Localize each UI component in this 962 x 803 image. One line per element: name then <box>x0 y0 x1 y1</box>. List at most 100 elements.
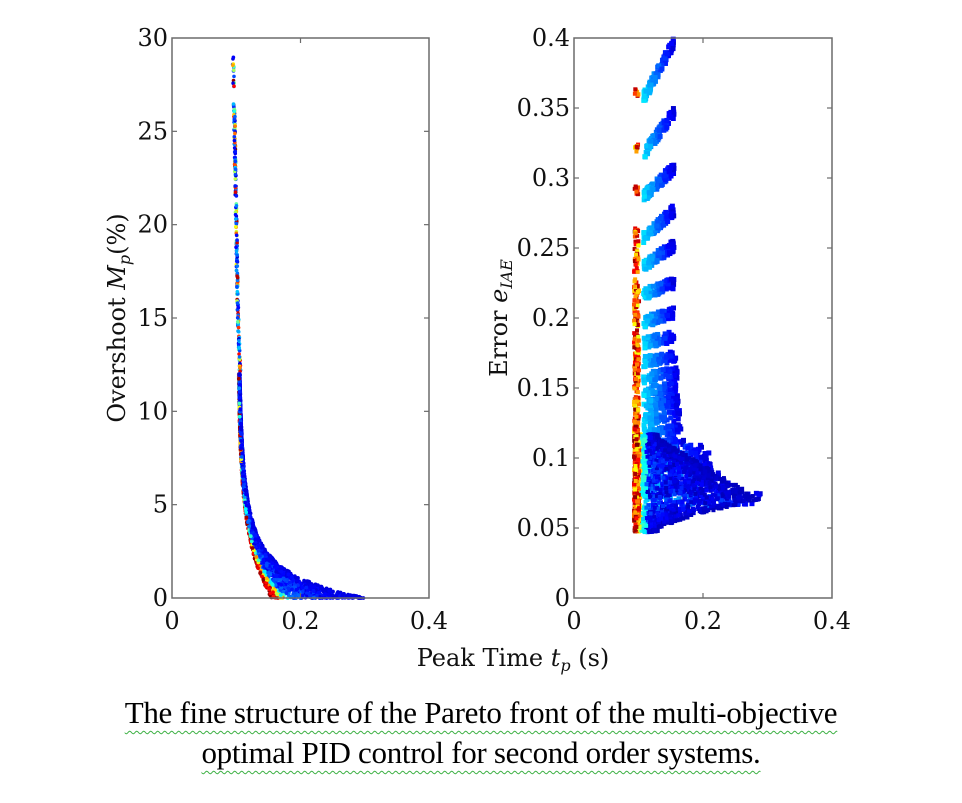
data-point <box>240 466 245 471</box>
data-point <box>261 557 266 562</box>
data-point <box>234 203 239 208</box>
data-point <box>659 286 665 292</box>
data-point <box>674 402 680 408</box>
data-point <box>656 250 662 256</box>
data-point <box>669 313 675 319</box>
data-point <box>634 149 639 154</box>
data-point <box>651 427 657 433</box>
data-point <box>273 562 278 567</box>
data-point <box>669 203 675 209</box>
data-point <box>644 318 650 324</box>
data-point <box>244 510 249 515</box>
data-point <box>271 557 276 562</box>
data-point <box>231 55 236 60</box>
data-point <box>667 353 673 359</box>
data-point <box>267 587 272 592</box>
data-point <box>641 392 647 398</box>
data-point <box>233 225 238 229</box>
data-point <box>234 194 239 198</box>
data-point <box>756 492 762 498</box>
data-point <box>652 383 658 389</box>
data-point <box>652 341 658 347</box>
data-point <box>658 182 664 188</box>
data-point <box>642 154 648 160</box>
data-point <box>666 111 672 117</box>
data-point <box>654 418 660 424</box>
data-point <box>658 281 664 287</box>
data-point <box>649 371 655 377</box>
data-point <box>270 582 275 587</box>
data-point <box>253 537 258 542</box>
data-point <box>641 94 647 100</box>
data-point <box>264 576 269 581</box>
y-tick-label: 5 <box>153 491 168 519</box>
data-point <box>235 275 240 280</box>
data-point <box>654 258 660 264</box>
data-point <box>232 109 237 114</box>
data-point <box>647 87 653 93</box>
data-point <box>237 346 242 350</box>
left-scatter-points <box>230 55 366 600</box>
data-point <box>233 159 238 164</box>
data-point <box>668 276 674 282</box>
data-point <box>232 146 237 150</box>
data-point <box>701 454 707 460</box>
data-point <box>659 66 665 72</box>
data-point <box>646 294 652 300</box>
data-point <box>233 177 238 181</box>
data-point <box>233 114 237 119</box>
data-point <box>648 138 654 144</box>
data-point <box>279 582 284 587</box>
data-point <box>239 454 244 459</box>
data-point <box>256 548 261 553</box>
data-point <box>275 592 280 597</box>
data-point <box>235 253 239 257</box>
data-point <box>684 474 689 479</box>
data-point <box>282 567 287 571</box>
data-point <box>641 426 647 432</box>
data-point <box>250 546 255 550</box>
data-point <box>294 587 299 592</box>
data-point <box>659 414 665 420</box>
data-point <box>237 355 242 359</box>
data-point <box>238 421 243 426</box>
data-point <box>240 442 244 447</box>
data-point <box>651 333 657 339</box>
y-tick-label: 10 <box>137 397 168 425</box>
left-axes-box <box>171 37 430 599</box>
data-point <box>673 396 679 402</box>
data-point <box>660 367 666 373</box>
data-point <box>231 68 236 73</box>
data-point <box>233 184 237 188</box>
data-point <box>235 315 240 320</box>
data-point <box>659 405 665 411</box>
data-point <box>657 386 663 392</box>
data-point <box>235 320 240 324</box>
data-point <box>641 377 647 383</box>
data-point <box>231 81 235 86</box>
data-point <box>649 256 655 262</box>
data-point <box>648 82 654 88</box>
data-point <box>256 543 261 548</box>
data-point <box>657 318 663 324</box>
data-point <box>278 566 283 571</box>
y-tick-label: 0 <box>153 584 168 612</box>
data-point <box>664 117 670 123</box>
data-point <box>667 387 673 393</box>
data-point <box>235 285 239 289</box>
data-point <box>235 278 240 283</box>
data-point <box>326 592 331 597</box>
data-point <box>649 225 655 231</box>
data-point <box>296 593 301 598</box>
data-point <box>667 369 673 375</box>
data-point <box>247 519 251 523</box>
data-point <box>278 578 283 582</box>
data-point <box>658 400 664 406</box>
data-point <box>647 353 653 359</box>
data-point <box>662 335 668 341</box>
data-point <box>302 578 306 583</box>
data-point <box>278 574 282 579</box>
data-point <box>263 584 268 589</box>
data-point <box>305 579 310 584</box>
